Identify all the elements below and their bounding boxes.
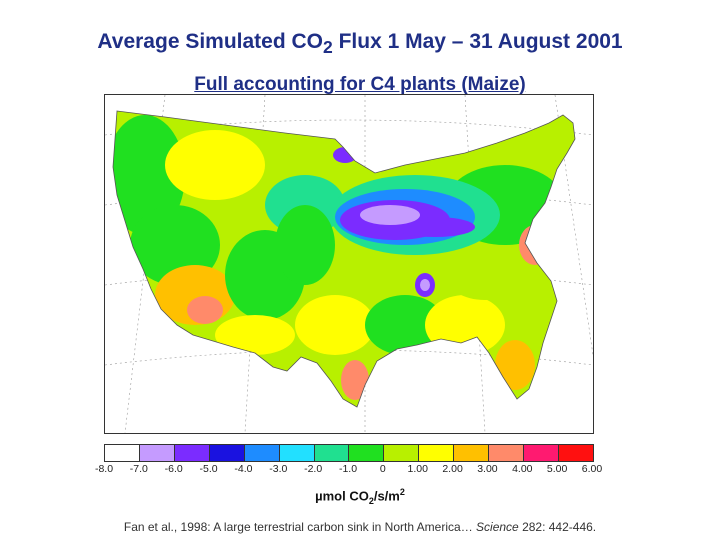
legend-swatch (209, 445, 245, 461)
legend-swatch (454, 445, 490, 461)
legend-ticks: -8.0 -7.0 -6.0 -5.0 -4.0 -3.0 -2.0 -1.0 0 1.00 2.0… (95, 463, 602, 477)
legend-swatch (105, 445, 140, 461)
legend-tick-label: 6.00 (581, 463, 603, 475)
legend-tick-label: 3.00 (477, 463, 498, 475)
legend-swatch (174, 445, 210, 461)
legend-tick-label: 1.00 (407, 463, 428, 475)
legend-tick-label: -7.0 (129, 463, 148, 475)
legend-colorbar (104, 444, 594, 462)
chart-title: Average Simulated CO2 Flux 1 May – 31 Au… (97, 30, 623, 58)
legend-swatch (244, 445, 280, 461)
legend-swatch (419, 445, 455, 461)
legend-swatch (139, 445, 175, 461)
flux-field (113, 111, 575, 407)
legend-swatch (524, 445, 559, 461)
legend-swatch (349, 445, 385, 461)
legend-tick-label: 2.00 (442, 463, 463, 475)
legend-swatch (384, 445, 420, 461)
legend-tick-label: -8.0 (94, 463, 114, 475)
legend-swatch (558, 445, 593, 461)
legend-tick-label: -4.0 (234, 463, 253, 475)
legend-tick-label: -3.0 (269, 463, 288, 475)
chart-subtitle: Full accounting for C4 plants (Maize) (194, 74, 526, 95)
legend-swatch (489, 445, 525, 461)
legend-unit-label: µmol CO2/s/m2 (315, 487, 405, 506)
legend-tick-label: -1.0 (338, 463, 358, 475)
legend-tick-label: -5.0 (199, 463, 218, 475)
legend-tick-label: -2.0 (304, 463, 323, 475)
legend-tick-label: -6.0 (164, 463, 183, 475)
legend-swatch (279, 445, 315, 461)
co2-flux-map (104, 94, 594, 434)
legend-tick-label: 0 (379, 463, 386, 475)
citation: Fan et al., 1998: A large terrestrial ca… (123, 520, 597, 534)
legend-swatch (314, 445, 350, 461)
legend-tick-label: 5.00 (546, 463, 568, 475)
us-outline (112, 110, 576, 408)
legend-tick-label: 4.00 (512, 463, 533, 475)
